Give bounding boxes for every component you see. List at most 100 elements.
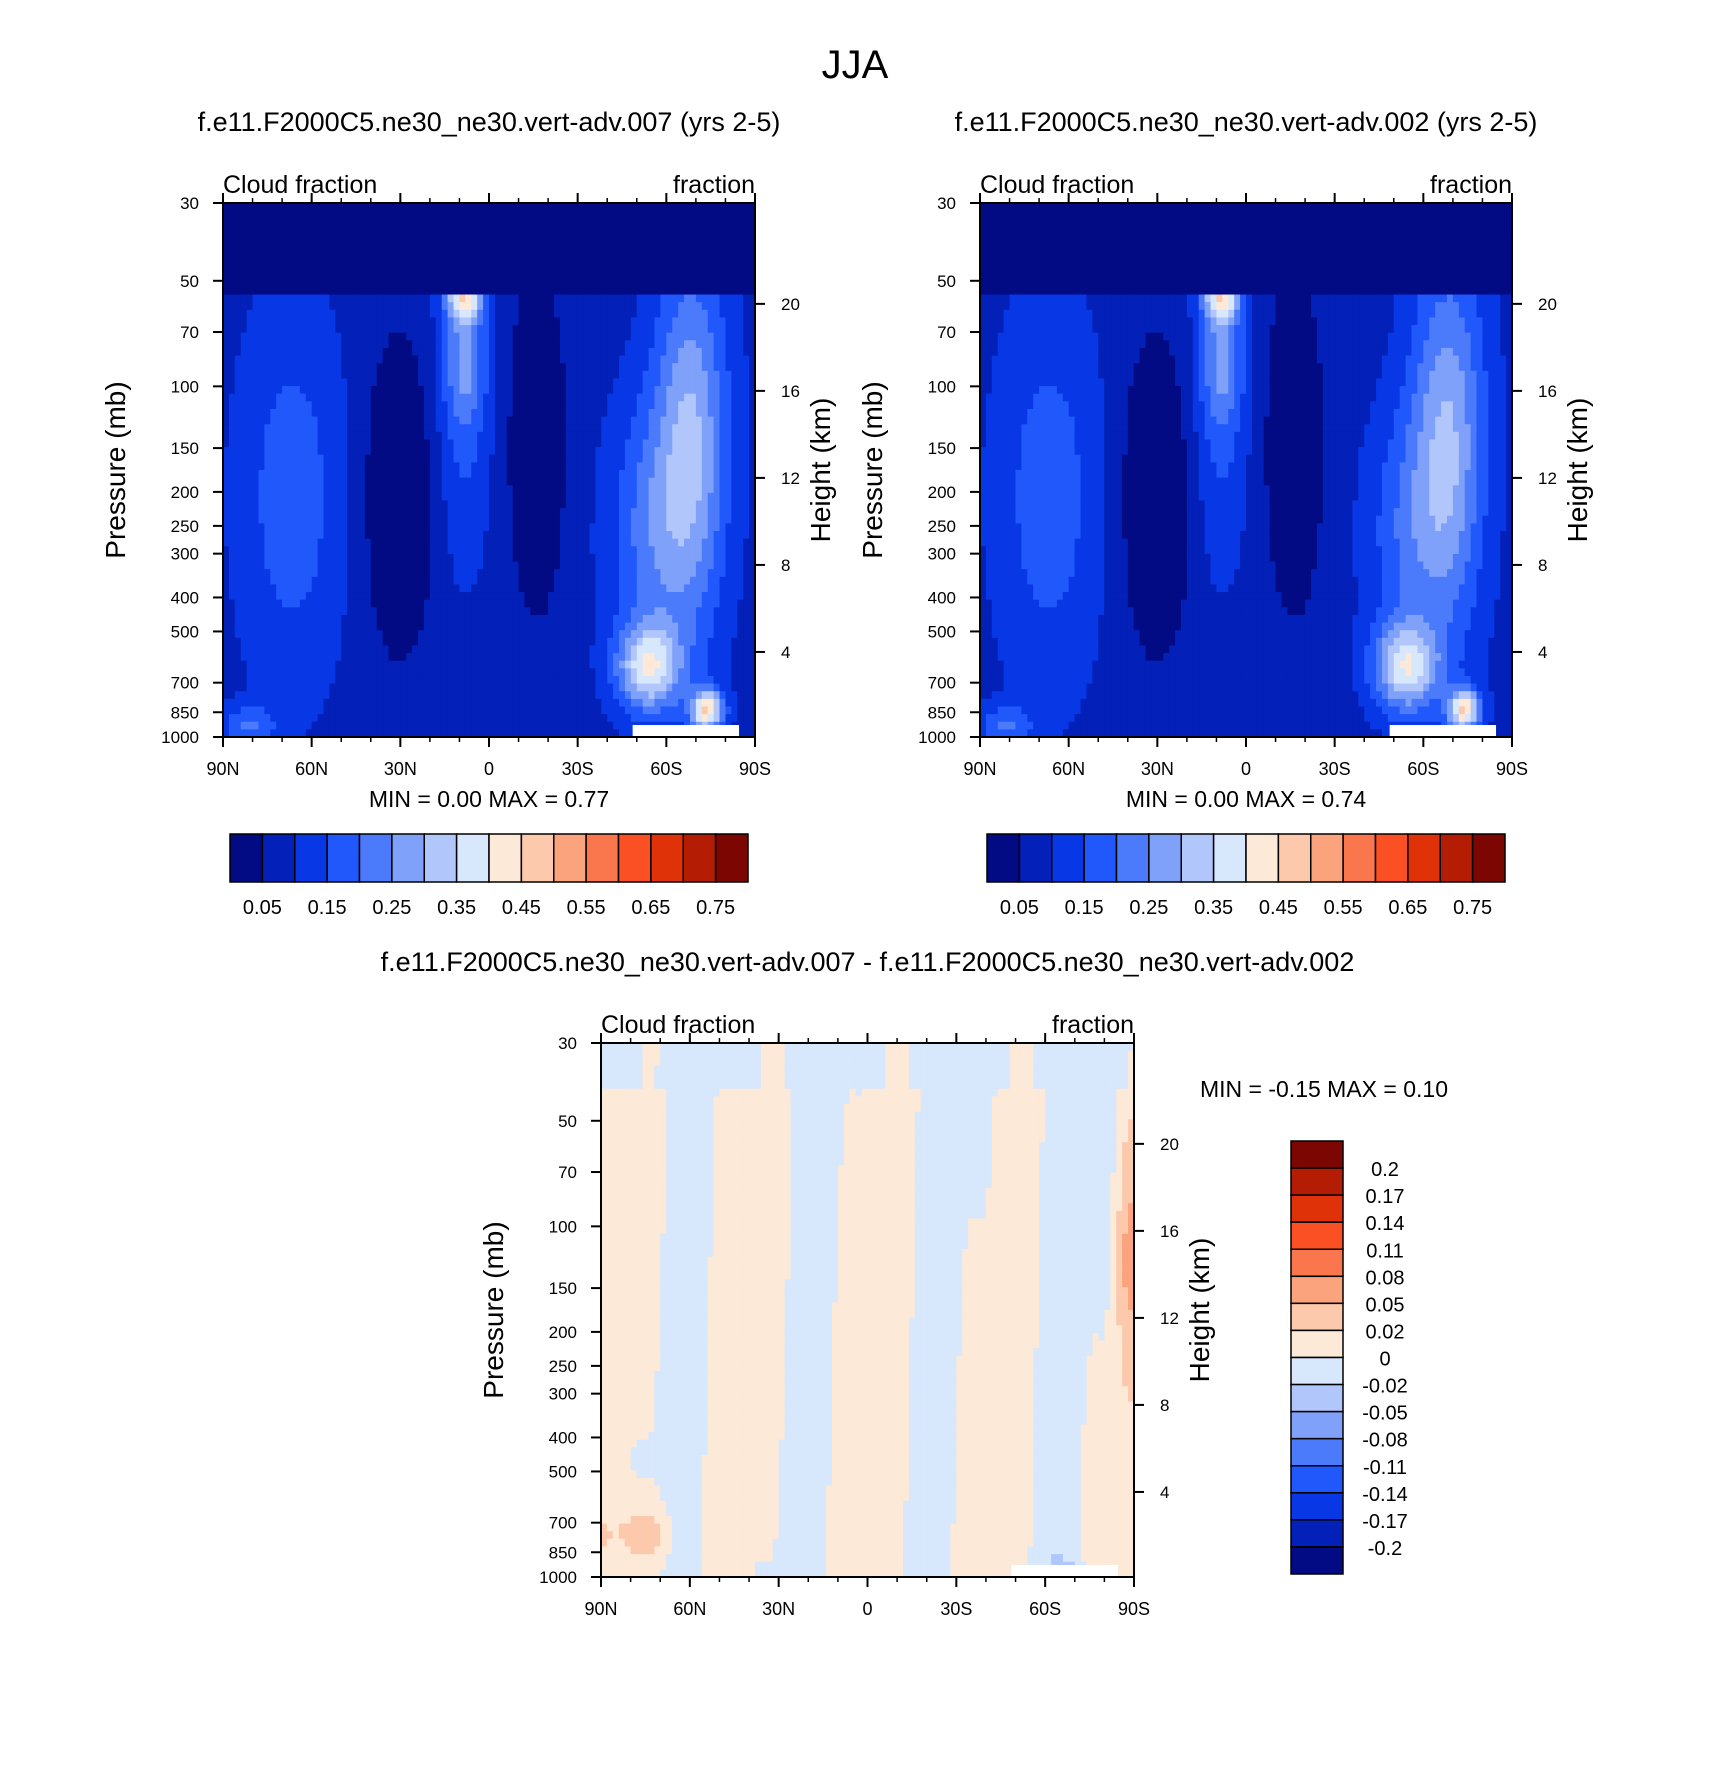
contour-cell bbox=[436, 394, 443, 402]
contour-cell bbox=[371, 340, 378, 348]
contour-cell bbox=[595, 539, 602, 547]
contour-cell bbox=[595, 417, 602, 425]
contour-cell bbox=[542, 424, 549, 432]
contour-cell bbox=[643, 562, 650, 570]
contour-cell bbox=[400, 317, 407, 325]
contour-cell bbox=[731, 401, 738, 409]
contour-cell bbox=[708, 485, 715, 493]
contour-cell bbox=[448, 554, 455, 562]
contour-cell bbox=[383, 462, 390, 470]
contour-cell bbox=[672, 371, 679, 379]
contour-cell bbox=[572, 249, 579, 257]
contour-cell bbox=[489, 241, 496, 249]
contour-cell bbox=[613, 302, 620, 310]
contour-cell bbox=[412, 569, 419, 577]
contour-cell bbox=[536, 485, 543, 493]
contour-cell bbox=[436, 287, 443, 295]
contour-cell bbox=[501, 226, 508, 234]
contour-cell bbox=[459, 249, 466, 257]
contour-cell bbox=[660, 432, 667, 440]
contour-cell bbox=[507, 432, 514, 440]
contour-cell bbox=[258, 417, 265, 425]
contour-cell bbox=[394, 394, 401, 402]
contour-cell bbox=[353, 562, 360, 570]
contour-cell bbox=[696, 409, 703, 417]
contour-cell bbox=[341, 325, 348, 333]
contour-cell bbox=[371, 600, 378, 608]
contour-cell bbox=[690, 607, 697, 615]
contour-cell bbox=[235, 615, 242, 623]
contour-cell bbox=[672, 378, 679, 386]
contour-cell bbox=[276, 501, 283, 509]
contour-cell bbox=[536, 615, 543, 623]
contour-cell bbox=[359, 363, 366, 371]
contour-cell bbox=[643, 447, 650, 455]
contour-cell bbox=[377, 577, 384, 585]
contour-cell bbox=[353, 470, 360, 478]
contour-cell bbox=[584, 462, 591, 470]
contour-cell bbox=[649, 340, 656, 348]
contour-cell bbox=[572, 378, 579, 386]
contour-cell bbox=[554, 340, 561, 348]
contour-cell bbox=[489, 363, 496, 371]
contour-cell bbox=[584, 211, 591, 219]
contour-cell bbox=[276, 554, 283, 562]
contour-cell bbox=[684, 234, 691, 242]
contour-cell bbox=[406, 615, 413, 623]
contour-cell bbox=[743, 546, 750, 554]
contour-cell bbox=[459, 439, 466, 447]
contour-cell bbox=[607, 378, 614, 386]
contour-cell bbox=[365, 401, 372, 409]
contour-cell bbox=[394, 485, 401, 493]
contour-cell bbox=[737, 386, 744, 394]
contour-cell bbox=[495, 211, 502, 219]
contour-cell bbox=[347, 470, 354, 478]
contour-cell bbox=[270, 485, 277, 493]
contour-cell bbox=[365, 218, 372, 226]
contour-cell bbox=[743, 508, 750, 516]
contour-cell bbox=[660, 607, 667, 615]
contour-cell bbox=[666, 295, 673, 303]
contour-cell bbox=[406, 584, 413, 592]
contour-cell bbox=[501, 447, 508, 455]
contour-cell bbox=[613, 218, 620, 226]
contour-cell bbox=[708, 333, 715, 341]
contour-cell bbox=[631, 432, 638, 440]
contour-cell bbox=[383, 447, 390, 455]
contour-cell bbox=[720, 424, 727, 432]
contour-cell bbox=[412, 386, 419, 394]
contour-cell bbox=[323, 394, 330, 402]
contour-cell bbox=[501, 569, 508, 577]
contour-cell bbox=[584, 592, 591, 600]
contour-cell bbox=[619, 417, 626, 425]
contour-cell bbox=[306, 378, 313, 386]
contour-cell bbox=[448, 272, 455, 280]
contour-cell bbox=[720, 203, 727, 211]
contour-cell bbox=[660, 615, 667, 623]
contour-cell bbox=[584, 455, 591, 463]
contour-cell bbox=[371, 478, 378, 486]
contour-cell bbox=[572, 348, 579, 356]
contour-cell bbox=[501, 317, 508, 325]
contour-cell bbox=[637, 279, 644, 287]
contour-cell bbox=[288, 615, 295, 623]
contour-cell bbox=[276, 592, 283, 600]
contour-cell bbox=[607, 424, 614, 432]
contour-cell bbox=[708, 378, 715, 386]
contour-cell bbox=[684, 546, 691, 554]
contour-cell bbox=[655, 401, 662, 409]
contour-cell bbox=[318, 279, 325, 287]
contour-cell bbox=[264, 333, 271, 341]
contour-cell bbox=[436, 348, 443, 356]
contour-cell bbox=[288, 234, 295, 242]
contour-cell bbox=[578, 523, 585, 531]
contour-cell bbox=[560, 562, 567, 570]
contour-cell bbox=[394, 432, 401, 440]
contour-cell bbox=[377, 211, 384, 219]
contour-cell bbox=[465, 531, 472, 539]
contour-cell bbox=[389, 409, 396, 417]
contour-cell bbox=[459, 317, 466, 325]
contour-cell bbox=[264, 279, 271, 287]
contour-cell bbox=[489, 317, 496, 325]
contour-cell bbox=[507, 470, 514, 478]
